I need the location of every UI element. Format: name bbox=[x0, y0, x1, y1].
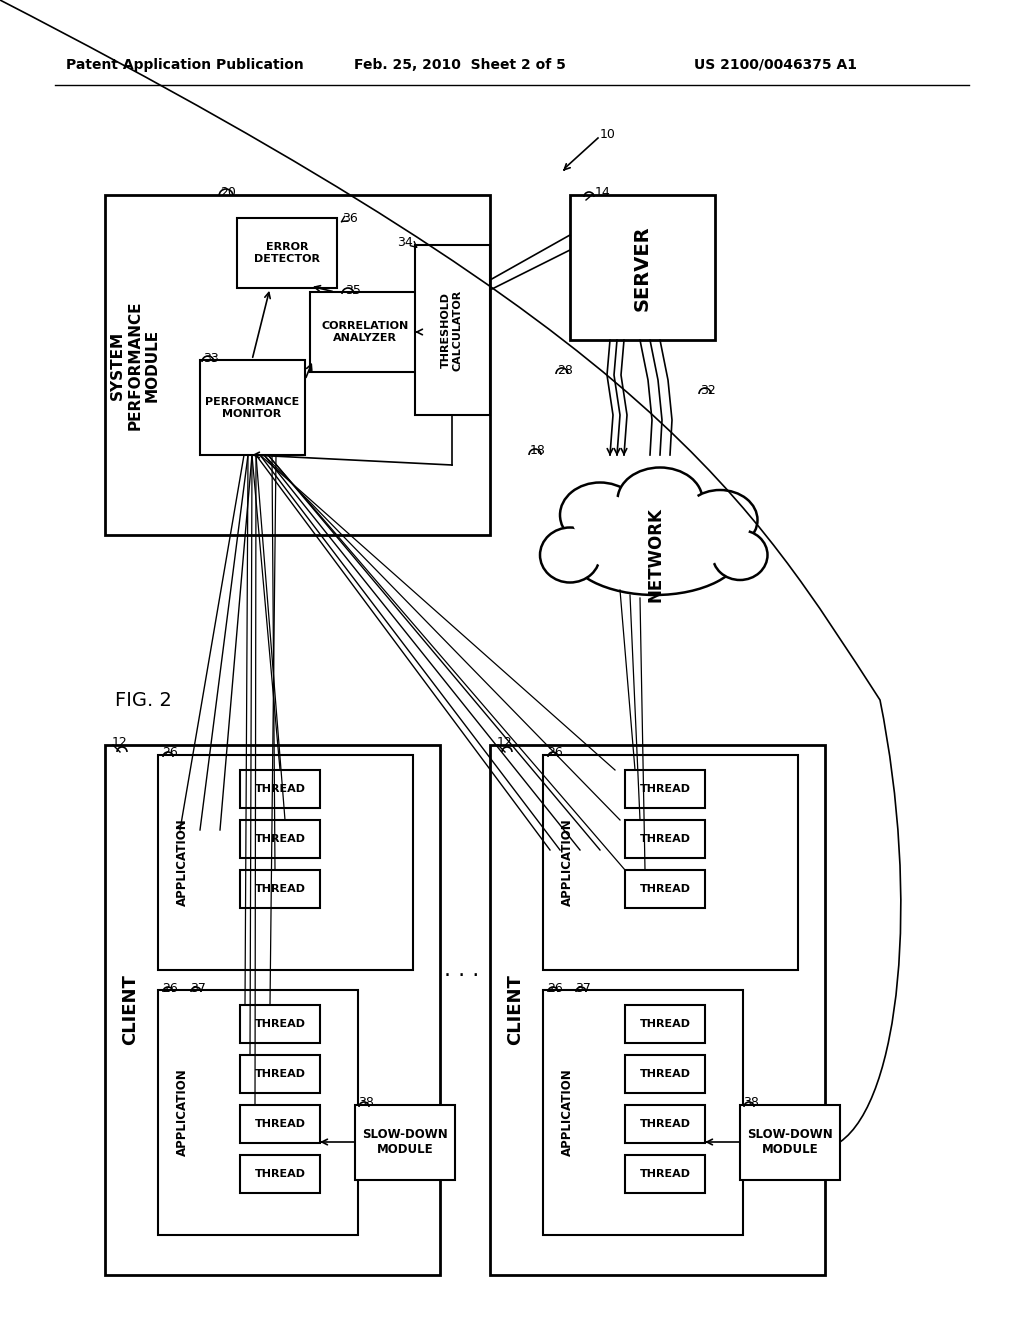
Bar bbox=[240, 1055, 319, 1093]
Text: 26: 26 bbox=[547, 747, 563, 759]
Text: THREAD: THREAD bbox=[640, 1119, 690, 1129]
Text: 26: 26 bbox=[547, 982, 563, 994]
Text: 38: 38 bbox=[358, 1097, 374, 1110]
Bar bbox=[240, 870, 319, 908]
Text: CLIENT: CLIENT bbox=[506, 974, 524, 1045]
Bar bbox=[625, 1055, 705, 1093]
Text: THREAD: THREAD bbox=[255, 1069, 305, 1078]
Text: THREAD: THREAD bbox=[255, 1019, 305, 1030]
Bar bbox=[240, 820, 319, 858]
Text: APPLICATION: APPLICATION bbox=[560, 818, 573, 906]
Ellipse shape bbox=[580, 503, 730, 578]
Text: 34: 34 bbox=[397, 236, 413, 249]
Bar bbox=[355, 1105, 455, 1180]
Ellipse shape bbox=[683, 490, 758, 550]
Bar bbox=[570, 195, 715, 341]
Ellipse shape bbox=[572, 495, 638, 545]
Text: THREAD: THREAD bbox=[640, 834, 690, 843]
Text: 26: 26 bbox=[162, 982, 178, 994]
Text: APPLICATION: APPLICATION bbox=[175, 1068, 188, 1156]
Bar bbox=[625, 1105, 705, 1143]
Text: 10: 10 bbox=[600, 128, 615, 141]
Bar bbox=[625, 1005, 705, 1043]
Bar bbox=[105, 744, 440, 1275]
Bar bbox=[490, 744, 825, 1275]
Text: 12: 12 bbox=[112, 735, 128, 748]
Text: THREAD: THREAD bbox=[640, 884, 690, 894]
Ellipse shape bbox=[630, 480, 700, 531]
Text: THREAD: THREAD bbox=[255, 1119, 305, 1129]
Bar bbox=[158, 755, 413, 970]
Text: 28: 28 bbox=[557, 363, 572, 376]
Bar bbox=[543, 755, 798, 970]
Text: SYSTEM
PERFORMANCE
MODULE: SYSTEM PERFORMANCE MODULE bbox=[111, 300, 160, 430]
Text: 37: 37 bbox=[190, 982, 206, 994]
Bar bbox=[310, 292, 420, 372]
Ellipse shape bbox=[560, 483, 640, 548]
Text: US 2100/0046375 A1: US 2100/0046375 A1 bbox=[693, 58, 856, 73]
Bar bbox=[625, 1155, 705, 1193]
Ellipse shape bbox=[567, 506, 742, 595]
Bar bbox=[625, 770, 705, 808]
Text: ERROR
DETECTOR: ERROR DETECTOR bbox=[254, 242, 319, 264]
Text: THREAD: THREAD bbox=[255, 784, 305, 795]
Text: 38: 38 bbox=[743, 1097, 759, 1110]
Text: THREAD: THREAD bbox=[255, 884, 305, 894]
Bar bbox=[415, 246, 490, 414]
Ellipse shape bbox=[690, 503, 750, 548]
Bar bbox=[543, 990, 743, 1236]
Bar bbox=[158, 990, 358, 1236]
Text: CLIENT: CLIENT bbox=[121, 974, 139, 1045]
Bar bbox=[240, 770, 319, 808]
Text: APPLICATION: APPLICATION bbox=[560, 1068, 573, 1156]
Text: FIG. 2: FIG. 2 bbox=[115, 690, 172, 710]
Text: APPLICATION: APPLICATION bbox=[175, 818, 188, 906]
Ellipse shape bbox=[540, 528, 600, 582]
Text: 32: 32 bbox=[700, 384, 716, 396]
Text: SLOW-DOWN
MODULE: SLOW-DOWN MODULE bbox=[362, 1129, 447, 1156]
Bar bbox=[240, 1155, 319, 1193]
Bar bbox=[240, 1105, 319, 1143]
Text: 36: 36 bbox=[342, 211, 357, 224]
Text: THREAD: THREAD bbox=[255, 1170, 305, 1179]
Text: THREAD: THREAD bbox=[640, 784, 690, 795]
Ellipse shape bbox=[617, 467, 702, 532]
Text: THREAD: THREAD bbox=[255, 834, 305, 843]
Text: SLOW-DOWN
MODULE: SLOW-DOWN MODULE bbox=[748, 1129, 833, 1156]
Text: THREAD: THREAD bbox=[640, 1019, 690, 1030]
Bar bbox=[625, 870, 705, 908]
Text: 14: 14 bbox=[595, 186, 610, 198]
Text: Patent Application Publication: Patent Application Publication bbox=[67, 58, 304, 73]
Bar bbox=[740, 1105, 840, 1180]
Bar bbox=[237, 218, 337, 288]
Text: SERVER: SERVER bbox=[633, 226, 651, 310]
Ellipse shape bbox=[713, 531, 768, 579]
Text: THREAD: THREAD bbox=[640, 1069, 690, 1078]
Text: THRESHOLD
CALCULATOR: THRESHOLD CALCULATOR bbox=[441, 289, 463, 371]
Text: . . .: . . . bbox=[444, 960, 479, 979]
Text: Feb. 25, 2010  Sheet 2 of 5: Feb. 25, 2010 Sheet 2 of 5 bbox=[354, 58, 566, 73]
Text: 26: 26 bbox=[162, 747, 178, 759]
Text: NETWORK: NETWORK bbox=[646, 508, 664, 602]
Bar bbox=[240, 1005, 319, 1043]
Text: CORRELATION
ANALYZER: CORRELATION ANALYZER bbox=[322, 321, 409, 343]
Text: 18: 18 bbox=[530, 444, 546, 457]
Text: PERFORMANCE
MONITOR: PERFORMANCE MONITOR bbox=[205, 397, 299, 418]
Text: 35: 35 bbox=[345, 284, 360, 297]
Bar bbox=[200, 360, 305, 455]
Text: 20: 20 bbox=[220, 186, 236, 198]
Text: 33: 33 bbox=[203, 351, 219, 364]
Bar bbox=[625, 820, 705, 858]
Bar bbox=[105, 195, 490, 535]
Text: 37: 37 bbox=[575, 982, 591, 994]
Text: THREAD: THREAD bbox=[640, 1170, 690, 1179]
Text: 12: 12 bbox=[497, 735, 513, 748]
